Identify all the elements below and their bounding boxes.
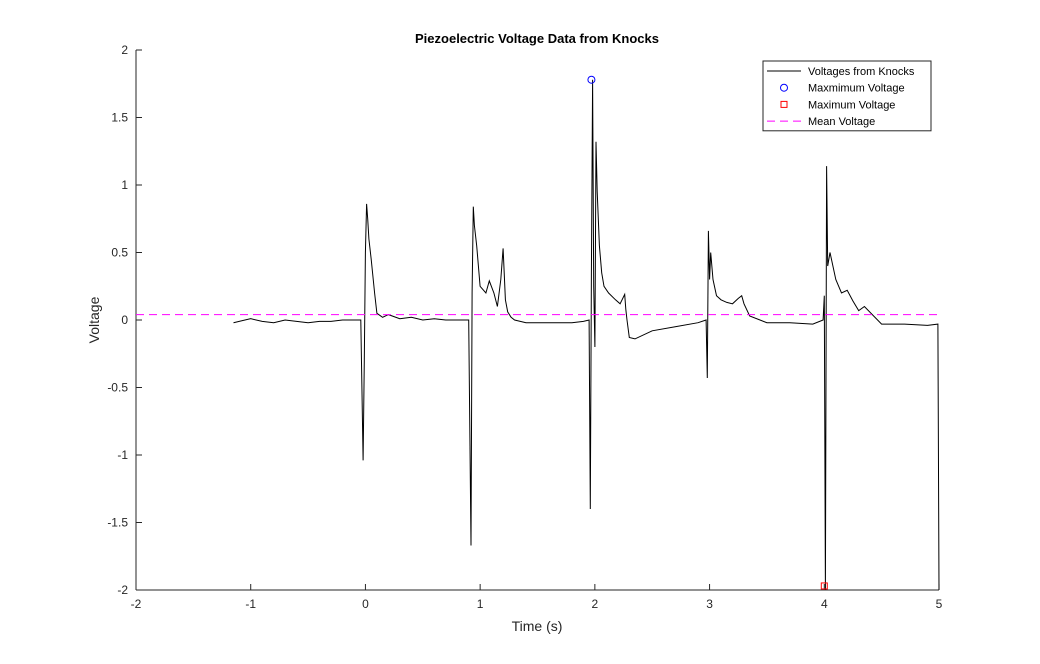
max-voltage-marker <box>587 75 596 84</box>
legend-item-2-swatch <box>780 83 788 92</box>
x-tick-label: 0 <box>362 597 369 611</box>
legend: Voltages from Knocks Maxmimum Voltage Maxi… <box>762 60 932 132</box>
x-tick-label: 3 <box>706 597 713 611</box>
y-tick-label: 0.5 <box>111 246 128 260</box>
y-tick-label: -1.5 <box>107 516 128 530</box>
y-tick-label: -0.5 <box>107 381 128 395</box>
plot-area: -2 -1 0 1 2 3 4 5 -2 -1.5 -1 -0.5 0 0.5 1 1.5 2 <box>107 43 942 611</box>
legend-item-4-label: Mean Voltage <box>808 116 875 128</box>
min-voltage-marker <box>820 582 828 590</box>
y-tick-label: -2 <box>117 583 128 597</box>
x-tick-label: 5 <box>936 597 943 611</box>
legend-item-1-label: Voltages from Knocks <box>808 66 915 78</box>
y-tick-label: 2 <box>121 43 128 57</box>
y-tick-label: 0 <box>121 313 128 327</box>
x-tick-label: -2 <box>131 597 142 611</box>
x-tick-label: 1 <box>477 597 484 611</box>
legend-item-3-label: Maximum Voltage <box>808 99 895 111</box>
y-tick-label: 1 <box>121 178 128 192</box>
y-axis-label: Voltage <box>86 296 102 343</box>
voltage-series-line <box>233 79 940 591</box>
x-tick-label: 2 <box>592 597 599 611</box>
x-tick-label: -1 <box>245 597 256 611</box>
legend-box <box>762 60 932 132</box>
x-axis-label: Time (s) <box>512 618 563 634</box>
y-tick-label: 1.5 <box>111 111 128 125</box>
y-tick-label: -1 <box>117 448 128 462</box>
x-tick-label: 4 <box>821 597 828 611</box>
chart-title: Piezoelectric Voltage Data from Knocks <box>415 31 659 46</box>
legend-item-2-label: Maxmimum Voltage <box>808 83 905 95</box>
legend-item-3-swatch <box>780 100 788 108</box>
